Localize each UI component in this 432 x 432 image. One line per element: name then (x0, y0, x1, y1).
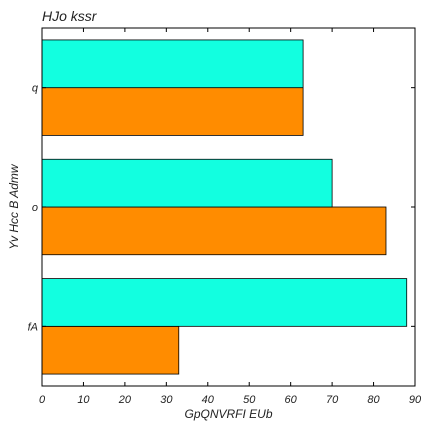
x-axis-label: GpQNVRFI EUb (184, 407, 272, 421)
y-tick-label: fA (28, 321, 38, 333)
bar-o-series-1 (41, 206, 387, 256)
x-tick-label: 80 (367, 394, 380, 406)
bar-q-series-2 (41, 39, 304, 89)
x-tick-label: 0 (39, 394, 46, 406)
x-axis: 0 10 20 30 40 50 60 70 80 90 (39, 28, 422, 406)
bar-q-series-1 (41, 87, 304, 136)
x-tick-label: 40 (202, 394, 215, 406)
bar-fA-series-2 (41, 278, 408, 327)
chart-title: HJo kssr (42, 8, 98, 24)
y-tick-label: q (32, 83, 39, 95)
bar-fA-series-1 (41, 325, 180, 375)
bars-layer (41, 39, 408, 375)
y-axis: fA o q (28, 83, 415, 333)
x-tick-label: 60 (285, 394, 298, 406)
bar-o-series-2 (41, 158, 333, 208)
y-axis-label: Yv Hcc B Admw (7, 163, 21, 249)
x-tick-label: 10 (77, 394, 90, 406)
x-tick-label: 30 (160, 394, 173, 406)
x-tick-label: 90 (409, 394, 422, 406)
x-tick-label: 70 (326, 394, 339, 406)
x-tick-label: 50 (243, 394, 256, 406)
x-tick-label: 20 (118, 394, 132, 406)
y-tick-label: o (32, 202, 38, 214)
